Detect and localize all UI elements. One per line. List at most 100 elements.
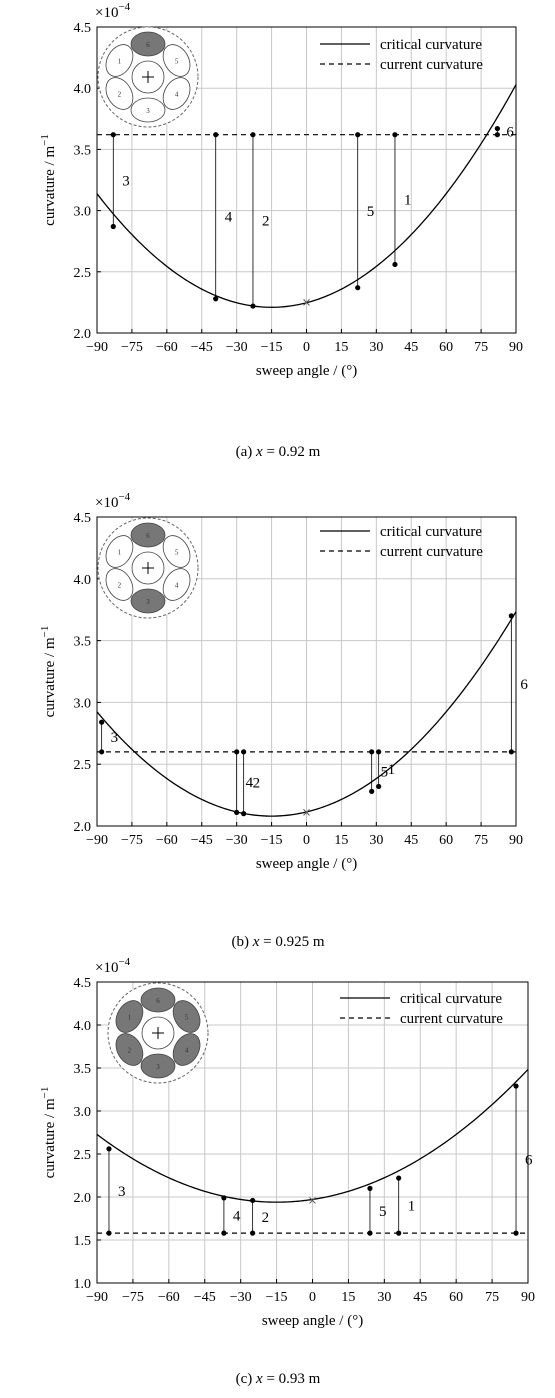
x-tick-label: 90 <box>521 1290 535 1305</box>
inset-wire-2 <box>115 1033 144 1066</box>
x-tick-label: −15 <box>261 340 283 355</box>
critical-point <box>106 1146 112 1152</box>
inset-wire-4 <box>162 77 191 110</box>
legend-label-current: current curvature <box>400 1011 503 1027</box>
inset-wire-5 <box>172 1000 201 1033</box>
current-point <box>234 749 240 755</box>
y-tick-label: 3.5 <box>74 1062 92 1077</box>
inset-wire-label: 2 <box>118 582 122 590</box>
y-tick-label: 4.5 <box>74 21 92 36</box>
inset-wire-label: 5 <box>185 1014 189 1022</box>
inset-wire-label: 6 <box>156 997 160 1005</box>
current-point <box>250 132 256 138</box>
critical-curvature-line <box>97 1068 528 1203</box>
y-tick-label: 1.5 <box>74 1234 92 1249</box>
point-label: 4 <box>233 1208 241 1224</box>
y-tick-label: 4.0 <box>74 573 92 588</box>
critical-point <box>396 1175 402 1181</box>
point-label: 1 <box>408 1199 416 1215</box>
x-tick-label: −75 <box>122 1290 144 1305</box>
point-label: 2 <box>253 776 261 792</box>
y-tick-label: 2.0 <box>74 1191 92 1206</box>
inset-wire-4 <box>162 568 191 601</box>
y-tick-label: 3.5 <box>74 143 92 158</box>
current-point <box>99 749 105 755</box>
critical-point <box>367 1185 373 1191</box>
legend-label-critical: critical curvature <box>380 37 482 53</box>
y-tick-label: 2.5 <box>74 758 92 773</box>
chart-panel-0: −90 −75 −60 −45 −30 −15 0 15 30 45 60 75 902.02.53.0… <box>39 1 523 460</box>
x-tick-label: 0 <box>309 1290 316 1305</box>
inset-wire-6 <box>130 31 166 57</box>
inset-wire-6 <box>140 987 176 1013</box>
x-tick-label: −60 <box>156 833 178 848</box>
plot-frame <box>96 981 529 1284</box>
point-label: 3 <box>118 1184 126 1200</box>
point-label: 2 <box>262 213 270 229</box>
inset-wire-3 <box>130 97 166 123</box>
critical-point <box>392 261 398 268</box>
critical-point <box>250 303 256 309</box>
x-tick-label: −30 <box>226 340 248 355</box>
y-multiplier: ×10−4 <box>95 956 131 976</box>
x-tick-label: −75 <box>121 340 143 355</box>
x-tick-label: −60 <box>156 340 178 355</box>
x-tick-label: 15 <box>334 340 348 355</box>
x-tick-label: −90 <box>86 833 108 848</box>
inset-wire-label: 1 <box>128 1014 132 1022</box>
x-tick-label: 60 <box>439 340 453 355</box>
x-tick-label: 60 <box>439 833 453 848</box>
point-label: 4 <box>225 210 233 226</box>
current-point <box>241 749 247 755</box>
point-label: 2 <box>262 1210 270 1226</box>
y-tick-label: 3.0 <box>74 696 92 711</box>
panel-caption: (b) x = 0.925 m <box>231 934 324 950</box>
current-point <box>376 749 382 755</box>
point-label: 5 <box>381 765 389 781</box>
current-point <box>367 1230 373 1236</box>
inset-wire-label: 5 <box>175 58 179 66</box>
critical-point <box>494 125 500 132</box>
y-tick-label: 4.0 <box>74 1019 92 1034</box>
y-tick-label: 2.5 <box>74 1148 92 1163</box>
legend: critical curvature current curvature <box>320 524 483 560</box>
current-point <box>392 132 398 138</box>
y-multiplier: ×10−4 <box>95 491 131 511</box>
y-multiplier: ×10−4 <box>95 1 131 21</box>
inset-wire-label: 4 <box>175 582 179 590</box>
point-label: 1 <box>388 762 396 778</box>
inset-center-cross <box>142 562 154 574</box>
inset-wire-label: 3 <box>146 107 150 115</box>
x-tick-label: −45 <box>191 340 213 355</box>
x-tick-label: 45 <box>404 833 418 848</box>
y-tick-label: 2.0 <box>74 327 92 342</box>
current-point <box>106 1230 112 1236</box>
point-label: 6 <box>520 677 528 693</box>
point-label: 3 <box>122 174 129 190</box>
critical-point <box>110 223 116 230</box>
x-tick-label: 15 <box>341 1290 355 1305</box>
inset-wire-label: 4 <box>185 1047 189 1055</box>
point-label: 6 <box>506 125 514 141</box>
critical-point <box>99 719 105 725</box>
y-tick-label: 4.5 <box>74 976 92 991</box>
current-point <box>213 132 219 138</box>
y-axis-label: curvature / m−1 <box>39 134 58 226</box>
cross-section-inset: 6 5 4 3 2 1 <box>107 982 209 1084</box>
current-point <box>110 132 116 138</box>
chart-panel-2: −90 −75 −60 −45 −30 −15 0 15 30 45 60 75 901.01.52.0… <box>39 956 535 1387</box>
x-axis-label: sweep angle / (°) <box>256 856 357 872</box>
x-tick-label: 45 <box>413 1290 427 1305</box>
y-tick-label: 1.0 <box>74 1277 92 1292</box>
legend-label-critical: critical curvature <box>400 991 502 1007</box>
x-tick-label: −45 <box>194 1290 216 1305</box>
inset-wire-label: 1 <box>118 549 122 557</box>
critical-point <box>213 296 219 302</box>
inset-wire-label: 4 <box>175 91 179 99</box>
inset-wire-1 <box>105 535 134 568</box>
legend-label-critical: critical curvature <box>380 524 482 540</box>
x-tick-label: 30 <box>369 340 383 355</box>
inset-wire-2 <box>105 568 134 601</box>
current-point <box>508 749 514 755</box>
